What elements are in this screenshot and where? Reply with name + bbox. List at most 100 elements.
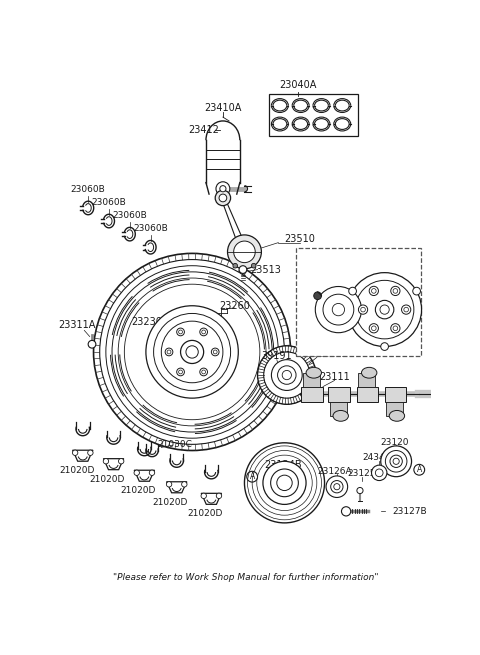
Text: 23040A: 23040A [279, 80, 316, 90]
Polygon shape [72, 450, 93, 461]
Text: A: A [250, 472, 255, 481]
Circle shape [103, 458, 108, 464]
Circle shape [263, 461, 306, 504]
Bar [330, 402, 347, 416]
Circle shape [165, 348, 173, 356]
Circle shape [167, 350, 171, 354]
Text: 23126A: 23126A [317, 467, 352, 476]
Circle shape [215, 190, 230, 206]
Circle shape [167, 481, 172, 487]
Circle shape [369, 286, 378, 295]
Circle shape [393, 458, 399, 464]
Ellipse shape [333, 411, 348, 421]
Circle shape [146, 306, 238, 398]
Text: 21020D: 21020D [188, 509, 223, 518]
Circle shape [390, 455, 402, 468]
Circle shape [391, 286, 400, 295]
Bar [359, 373, 375, 386]
Circle shape [213, 350, 217, 354]
Circle shape [88, 450, 93, 455]
Circle shape [393, 289, 398, 293]
Circle shape [332, 303, 345, 316]
Bar [328, 386, 350, 402]
Circle shape [264, 352, 310, 398]
Circle shape [201, 493, 206, 498]
Circle shape [323, 294, 354, 325]
Circle shape [134, 470, 139, 476]
Circle shape [179, 330, 182, 334]
Text: 21020D: 21020D [120, 486, 156, 495]
Polygon shape [134, 470, 155, 481]
Circle shape [375, 301, 394, 319]
Text: 21020D: 21020D [153, 498, 188, 506]
Circle shape [357, 487, 363, 494]
Circle shape [219, 194, 227, 202]
Text: 23120: 23120 [380, 438, 409, 447]
Circle shape [331, 481, 343, 493]
Text: 23226B: 23226B [329, 278, 363, 287]
Ellipse shape [361, 367, 377, 378]
Circle shape [119, 458, 124, 464]
Text: "Please refer to Work Shop Manual for further information": "Please refer to Work Shop Manual for fu… [113, 573, 379, 582]
Text: 23060B: 23060B [92, 198, 126, 207]
Circle shape [233, 263, 238, 268]
Bar [357, 386, 378, 402]
Circle shape [372, 289, 376, 293]
Text: 23513: 23513 [250, 265, 281, 274]
Circle shape [180, 341, 204, 364]
Circle shape [334, 483, 340, 490]
Text: 23111: 23111 [319, 372, 350, 383]
Circle shape [179, 370, 182, 374]
Circle shape [248, 446, 322, 520]
Circle shape [234, 241, 255, 263]
Text: 23124B: 23124B [264, 460, 302, 470]
Circle shape [118, 278, 266, 426]
Circle shape [375, 469, 383, 477]
Text: 23260: 23260 [219, 301, 250, 310]
Circle shape [220, 185, 226, 192]
Text: 23311B: 23311B [296, 269, 330, 278]
Circle shape [228, 235, 262, 269]
Circle shape [88, 341, 96, 348]
Circle shape [211, 348, 219, 356]
Text: 24340: 24340 [363, 453, 391, 462]
Circle shape [216, 182, 230, 196]
Circle shape [402, 305, 411, 314]
Circle shape [252, 263, 256, 268]
Circle shape [200, 328, 207, 336]
Circle shape [271, 360, 302, 390]
Circle shape [372, 465, 387, 481]
Polygon shape [167, 482, 187, 493]
Circle shape [349, 288, 357, 295]
Circle shape [200, 368, 207, 376]
Bar [269, 94, 358, 136]
Circle shape [251, 449, 318, 517]
Circle shape [124, 284, 260, 420]
Circle shape [258, 346, 316, 404]
Circle shape [341, 507, 351, 516]
Circle shape [326, 476, 348, 498]
Text: 23125: 23125 [347, 469, 376, 478]
Circle shape [181, 481, 187, 487]
Circle shape [277, 475, 292, 491]
Circle shape [404, 307, 408, 312]
Bar [296, 248, 421, 356]
Circle shape [282, 371, 291, 380]
Circle shape [239, 266, 247, 273]
Circle shape [348, 272, 421, 346]
Text: 23410A: 23410A [204, 103, 241, 113]
Circle shape [369, 324, 378, 333]
Text: 39190A: 39190A [306, 349, 343, 359]
Ellipse shape [389, 411, 405, 421]
Text: 39191: 39191 [262, 351, 292, 361]
Text: 23060B: 23060B [71, 185, 106, 194]
Bar [384, 386, 406, 402]
Bar [301, 386, 323, 402]
Circle shape [177, 368, 184, 376]
Bar [303, 373, 320, 386]
Circle shape [216, 493, 222, 498]
Text: 23127B: 23127B [392, 507, 427, 516]
Text: (A/T): (A/T) [313, 249, 338, 259]
Text: 23230B: 23230B [131, 317, 168, 327]
Circle shape [106, 266, 278, 438]
